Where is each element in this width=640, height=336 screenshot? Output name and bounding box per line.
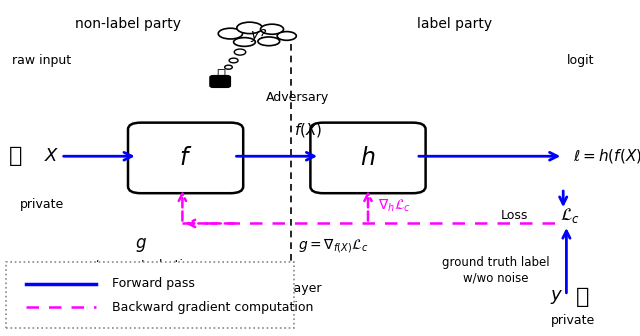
Ellipse shape: [260, 24, 284, 34]
Text: Forward pass: Forward pass: [112, 278, 195, 290]
Text: ground truth label
w/wo noise: ground truth label w/wo noise: [442, 256, 550, 285]
FancyBboxPatch shape: [128, 123, 243, 193]
Text: Adversary: Adversary: [266, 91, 329, 104]
Text: ⃠: ⃠: [576, 287, 589, 307]
Ellipse shape: [258, 37, 280, 46]
Text: private: private: [19, 199, 64, 211]
Circle shape: [225, 65, 232, 69]
Text: Cut Layer: Cut Layer: [261, 283, 321, 295]
Text: $\mathcal{L}_c$: $\mathcal{L}_c$: [560, 206, 580, 224]
Text: $h$: $h$: [360, 146, 376, 170]
Text: label party: label party: [417, 16, 492, 31]
Circle shape: [234, 49, 246, 55]
Text: raw input: raw input: [12, 54, 71, 67]
Ellipse shape: [234, 38, 255, 46]
Text: private: private: [550, 314, 595, 327]
Ellipse shape: [277, 32, 296, 40]
Text: Loss: Loss: [500, 209, 528, 221]
Text: $y$?: $y$?: [250, 27, 268, 44]
Text: 🐦: 🐦: [216, 68, 225, 83]
Text: $f(X)$: $f(X)$: [294, 121, 323, 139]
Text: ⃠: ⃠: [10, 146, 22, 166]
Text: logit: logit: [566, 54, 594, 67]
Circle shape: [229, 58, 238, 63]
FancyBboxPatch shape: [6, 262, 294, 328]
Text: $y$: $y$: [550, 288, 563, 306]
Text: $X$: $X$: [44, 147, 59, 165]
Text: Backward gradient computation: Backward gradient computation: [112, 301, 314, 314]
Text: $\ell = h(f(X))$: $\ell = h(f(X))$: [573, 147, 640, 165]
Ellipse shape: [237, 22, 262, 34]
FancyBboxPatch shape: [310, 123, 426, 193]
Ellipse shape: [218, 28, 243, 39]
FancyBboxPatch shape: [210, 76, 230, 87]
Text: $\nabla_h\mathcal{L}_c$: $\nabla_h\mathcal{L}_c$: [378, 196, 411, 214]
Text: $g$: $g$: [135, 236, 147, 254]
Text: $g = \nabla_{f(X)}\mathcal{L}_c$: $g = \nabla_{f(X)}\mathcal{L}_c$: [298, 236, 368, 255]
Text: non-label party: non-label party: [75, 16, 181, 31]
Text: $f$: $f$: [179, 146, 192, 170]
Text: w/wo perturbation: w/wo perturbation: [84, 259, 198, 272]
